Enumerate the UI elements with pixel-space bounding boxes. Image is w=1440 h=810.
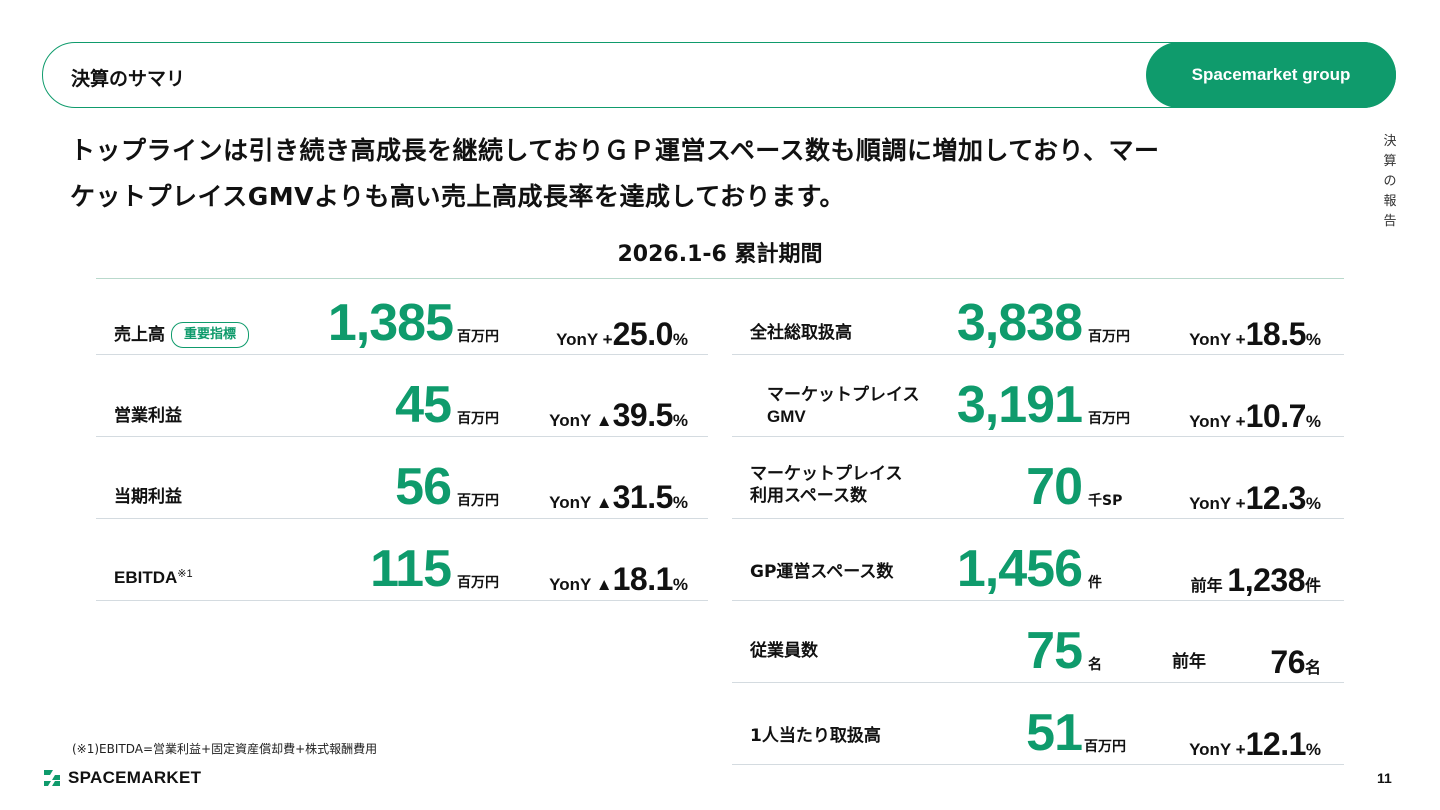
- metric-yoy: YonY +10.7%: [1189, 398, 1321, 434]
- section-side-label: 決 算 の 報 告: [1381, 132, 1399, 232]
- metric-value: 56: [395, 458, 452, 516]
- metric-value: 3,838: [956, 294, 1083, 352]
- spacemarket-logo-icon: [44, 770, 60, 786]
- metric-label: 従業員数: [750, 641, 818, 661]
- metric-value: 3,191: [956, 376, 1083, 434]
- key-metric-badge: 重要指標: [171, 322, 250, 348]
- metric-row-gmv-per-employee: 1人当たり取扱高 51 百万円 YonY +12.1%: [732, 685, 1344, 765]
- metric-prior-year-label: 前年: [1172, 652, 1206, 671]
- metric-label: 当期利益: [114, 487, 182, 507]
- metric-unit: 百万円: [457, 575, 499, 591]
- metric-yoy: YonY ▲31.5%: [549, 479, 688, 515]
- page-title: 決算のサマリ: [71, 68, 186, 90]
- metric-row-revenue: 売上高 重要指標 1,385 百万円 YonY +25.0%: [96, 275, 708, 355]
- metric-yoy: YonY +18.5%: [1189, 316, 1321, 352]
- metric-yoy: YonY +25.0%: [556, 316, 688, 352]
- metric-value: 115: [370, 540, 452, 598]
- metric-unit: 百万円: [457, 411, 499, 427]
- metric-label: GP運営スペース数: [750, 562, 894, 582]
- metric-yoy: YonY ▲39.5%: [549, 397, 688, 433]
- metric-value: 45: [395, 376, 452, 434]
- metric-prior-year: 前年 1,238件: [1190, 562, 1321, 598]
- metric-unit: 千SP: [1088, 493, 1123, 509]
- period-divider: [96, 278, 1344, 279]
- brand-pill: Spacemarket group: [1146, 42, 1396, 108]
- metric-label: EBITDA※1: [114, 568, 193, 587]
- metric-unit: 百万円: [1084, 739, 1126, 755]
- metric-row-total-gmv: 全社総取扱高 3,838 百万円 YonY +18.5%: [732, 275, 1344, 355]
- metric-label: 営業利益: [114, 406, 182, 426]
- side-label-char: 決: [1383, 134, 1397, 149]
- side-label-char: の: [1383, 174, 1397, 189]
- metric-unit: 百万円: [1088, 411, 1130, 427]
- footnote: (※1)EBITDA=営業利益+固定資産償却費+株式報酬費用: [72, 742, 378, 756]
- period-title: 2026.1-6 累計期間: [617, 242, 823, 267]
- logo-text: SPACEMARKET: [68, 768, 202, 787]
- headline-line-1: トップラインは引き続き高成長を継続しておりＧＰ運営スペース数も順調に増加しており…: [70, 136, 1160, 165]
- metric-label: 売上高 重要指標: [114, 322, 250, 348]
- metric-yoy: YonY +12.1%: [1189, 726, 1321, 762]
- metric-value: 51: [1026, 704, 1083, 762]
- metric-label: 全社総取扱高: [750, 323, 852, 343]
- metric-unit: 件: [1088, 575, 1102, 591]
- spacemarket-logo: SPACEMARKET: [42, 768, 201, 788]
- metric-label: マーケットプレイス 利用スペース数: [750, 464, 903, 506]
- metric-row-employees: 従業員数 75 名 前年 76名: [732, 603, 1344, 683]
- metric-prior-year: 76名: [1270, 644, 1321, 680]
- metric-row-ebitda: EBITDA※1 115 百万円 YonY ▲18.1%: [96, 521, 708, 601]
- metric-row-marketplace-spaces: マーケットプレイス 利用スペース数 70 千SP YonY +12.3%: [732, 439, 1344, 519]
- metric-row-operating-profit: 営業利益 45 百万円 YonY ▲39.5%: [96, 357, 708, 437]
- side-label-char: 報: [1383, 194, 1397, 209]
- side-label-char: 告: [1383, 214, 1397, 229]
- header-bar: 決算のサマリ Spacemarket group: [42, 42, 1396, 108]
- headline-line-2: ケットプレイスGMVよりも高い売上高成長率を達成しております。: [70, 182, 845, 211]
- metric-value: 1,456: [956, 540, 1083, 598]
- metric-unit: 百万円: [1088, 329, 1130, 345]
- metric-yoy: YonY +12.3%: [1189, 480, 1321, 516]
- metric-row-gp-spaces: GP運営スペース数 1,456 件 前年 1,238件: [732, 521, 1344, 601]
- metric-row-net-profit: 当期利益 56 百万円 YonY ▲31.5%: [96, 439, 708, 519]
- headline: トップラインは引き続き高成長を継続しておりＧＰ運営スペース数も順調に増加しており…: [70, 128, 1300, 220]
- metric-value: 1,385: [327, 294, 454, 352]
- metric-value: 70: [1026, 458, 1083, 516]
- metric-value: 75: [1026, 622, 1083, 680]
- metric-unit: 名: [1088, 657, 1102, 673]
- metric-row-marketplace-gmv: マーケットプレイス GMV 3,191 百万円 YonY +10.7%: [732, 357, 1344, 437]
- page-number: 11: [1377, 770, 1392, 786]
- metric-yoy: YonY ▲18.1%: [549, 561, 688, 597]
- side-label-char: 算: [1383, 154, 1397, 169]
- metric-unit: 百万円: [457, 493, 499, 509]
- metric-label: マーケットプレイス GMV: [767, 385, 920, 426]
- metric-unit: 百万円: [457, 329, 499, 345]
- metric-label: 1人当たり取扱高: [750, 726, 881, 746]
